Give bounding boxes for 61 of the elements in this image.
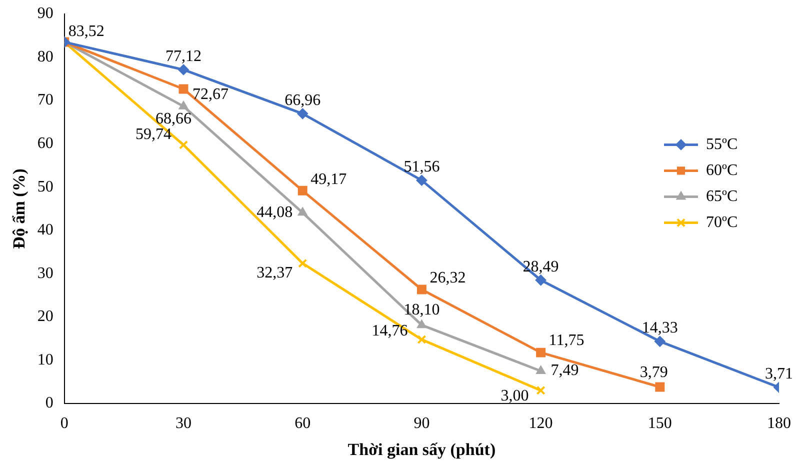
point bbox=[416, 284, 426, 294]
data-label: 51,56 bbox=[404, 158, 440, 176]
data-label: 83,52 bbox=[68, 23, 104, 40]
data-label: 59,74 bbox=[136, 126, 172, 144]
y-tick-label: 20 bbox=[37, 308, 54, 326]
legend-label: 65ºC bbox=[706, 188, 738, 205]
data-label: 77,12 bbox=[166, 48, 202, 65]
point bbox=[178, 140, 188, 150]
y-tick-label: 60 bbox=[37, 135, 54, 152]
data-label: 49,17 bbox=[310, 170, 347, 188]
point bbox=[178, 84, 188, 94]
data-label: 18,10 bbox=[404, 301, 440, 318]
x-axis-title: Thời gian sấy (phút) bbox=[348, 440, 496, 460]
x-tick-label: 0 bbox=[60, 415, 68, 432]
point bbox=[417, 335, 426, 344]
y-tick-label: 10 bbox=[37, 351, 54, 368]
data-label: 3,71 bbox=[765, 366, 793, 383]
data-label: 3,00 bbox=[500, 388, 529, 405]
legend-label: 70ºC bbox=[706, 214, 738, 231]
y-tick-label: 50 bbox=[37, 178, 54, 196]
y-tick-label: 0 bbox=[45, 394, 54, 412]
point bbox=[654, 336, 666, 347]
data-label: 14,76 bbox=[372, 322, 408, 340]
y-tick-label: 90 bbox=[37, 5, 54, 22]
data-label: 72,67 bbox=[192, 86, 228, 104]
data-label: 68,66 bbox=[156, 110, 192, 128]
y-axis-title: Độ ẩm (%) bbox=[10, 168, 29, 249]
x-tick-label: 30 bbox=[176, 415, 192, 432]
point bbox=[416, 174, 428, 186]
x-tick-label: 180 bbox=[767, 415, 791, 432]
x-tick-label: 120 bbox=[528, 415, 553, 432]
point bbox=[416, 320, 427, 328]
legend-label: 60ºC bbox=[706, 162, 738, 179]
data-label: 26,32 bbox=[430, 270, 466, 287]
point bbox=[298, 207, 308, 216]
x-tick-label: 60 bbox=[294, 415, 311, 432]
data-label: 44,08 bbox=[256, 204, 293, 221]
data-label: 32,37 bbox=[256, 264, 293, 282]
x-tick-label: 90 bbox=[414, 415, 430, 432]
point bbox=[655, 382, 665, 392]
point bbox=[297, 108, 308, 120]
point bbox=[178, 64, 189, 76]
point bbox=[298, 186, 308, 196]
point bbox=[178, 100, 188, 110]
y-tick-label: 70 bbox=[37, 92, 54, 109]
point bbox=[536, 386, 546, 395]
data-label: 3,79 bbox=[640, 364, 668, 382]
data-label: 11,75 bbox=[548, 332, 584, 349]
data-label: 7,49 bbox=[550, 362, 579, 380]
point bbox=[298, 258, 308, 268]
y-tick-label: 30 bbox=[37, 264, 54, 282]
point bbox=[535, 274, 546, 286]
point bbox=[536, 365, 546, 374]
point bbox=[536, 348, 546, 358]
y-tick-label: 40 bbox=[37, 222, 54, 239]
data-label: 28,49 bbox=[522, 258, 559, 276]
data-label: 66,96 bbox=[284, 92, 321, 109]
y-tick-label: 80 bbox=[37, 48, 54, 66]
legend-label: 55ºC bbox=[706, 136, 738, 153]
x-tick-label: 150 bbox=[648, 415, 672, 432]
data-label: 14,33 bbox=[642, 320, 678, 337]
